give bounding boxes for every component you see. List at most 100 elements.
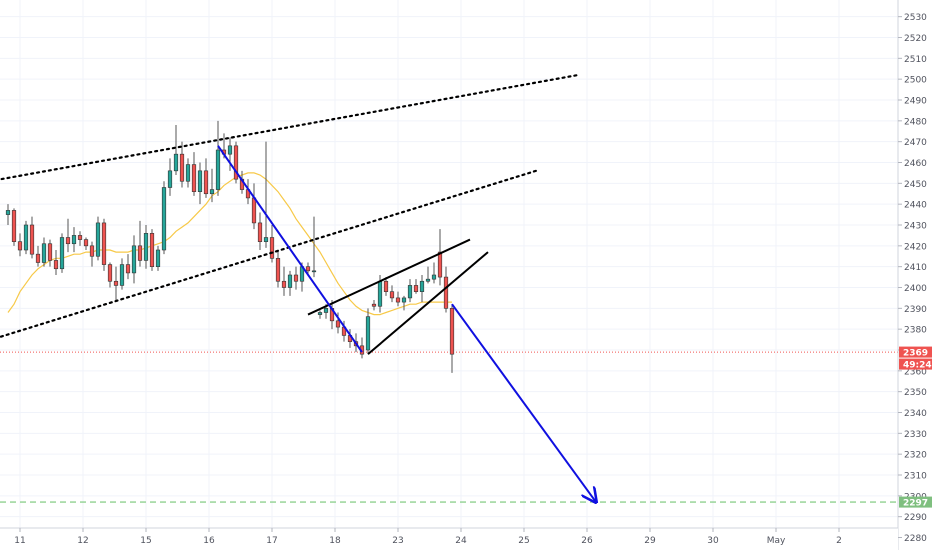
candle[interactable] — [251, 183, 257, 230]
candle[interactable] — [395, 291, 401, 307]
candle[interactable] — [371, 300, 377, 311]
projection-arrow[interactable] — [451, 303, 596, 502]
candle[interactable] — [227, 137, 233, 171]
price-tick-label: 2390 — [904, 305, 927, 315]
candle-body — [59, 237, 65, 270]
candle[interactable] — [125, 254, 131, 280]
candle[interactable] — [437, 229, 443, 286]
candle[interactable] — [29, 216, 35, 259]
candle[interactable] — [173, 125, 179, 175]
price-tick-label: 2460 — [904, 159, 927, 169]
candle[interactable] — [71, 227, 77, 253]
candle[interactable] — [17, 233, 23, 257]
candle[interactable] — [35, 245, 41, 267]
candle[interactable] — [359, 337, 365, 359]
price-tick-label: 2530 — [904, 13, 927, 23]
wedge-line[interactable] — [367, 251, 489, 355]
candle[interactable] — [131, 235, 137, 284]
candle[interactable] — [281, 266, 287, 296]
candle-body — [335, 320, 341, 328]
candle[interactable] — [293, 266, 299, 290]
candle-body — [269, 237, 275, 259]
candle[interactable] — [149, 229, 155, 271]
channel-dotted-line[interactable] — [0, 73, 580, 183]
candle-body — [131, 245, 137, 274]
candle[interactable] — [191, 152, 197, 196]
price-axis[interactable] — [898, 0, 932, 550]
time-tick-label: May — [767, 536, 786, 546]
candle-body — [203, 170, 209, 195]
candle-body — [185, 164, 191, 182]
candle[interactable] — [143, 225, 149, 269]
candle[interactable] — [23, 220, 29, 255]
candle[interactable] — [89, 241, 95, 267]
candle[interactable] — [65, 218, 71, 253]
candle[interactable] — [95, 216, 101, 261]
candle[interactable] — [137, 220, 143, 267]
channel-dotted-line[interactable] — [0, 169, 538, 344]
candle-body — [389, 291, 395, 299]
candle[interactable] — [119, 258, 125, 290]
candle[interactable] — [233, 141, 239, 184]
candle[interactable] — [311, 216, 317, 278]
candle[interactable] — [383, 277, 389, 296]
candle[interactable] — [101, 218, 107, 271]
candle[interactable] — [215, 120, 221, 196]
candle[interactable] — [107, 262, 113, 288]
candle[interactable] — [167, 158, 173, 196]
downtrend-line[interactable] — [217, 145, 363, 353]
candle[interactable] — [317, 310, 323, 319]
candle[interactable] — [287, 270, 293, 296]
candle[interactable] — [197, 162, 203, 205]
candle[interactable] — [431, 262, 437, 284]
candle[interactable] — [209, 168, 215, 203]
candle[interactable] — [425, 266, 431, 284]
candle[interactable] — [113, 266, 119, 303]
candle[interactable] — [41, 237, 47, 267]
candle[interactable] — [53, 250, 59, 275]
candle-body — [71, 235, 77, 245]
countdown-label-bg — [899, 358, 932, 370]
candle[interactable] — [161, 181, 167, 255]
wedge-line[interactable] — [307, 238, 471, 316]
candle[interactable] — [401, 295, 407, 311]
candle-body — [407, 285, 413, 299]
time-tick-label: 11 — [14, 536, 25, 546]
candle[interactable] — [449, 304, 455, 373]
candle-body — [179, 153, 185, 182]
price-tick-label: 2410 — [904, 263, 927, 273]
candle[interactable] — [419, 275, 425, 303]
candle[interactable] — [389, 285, 395, 303]
price-tick-label: 2400 — [904, 284, 927, 294]
candle-body — [53, 260, 59, 270]
time-tick-label: 29 — [644, 536, 656, 546]
candle[interactable] — [263, 141, 269, 248]
candle[interactable] — [47, 239, 53, 267]
candle[interactable] — [203, 158, 209, 198]
candle[interactable] — [83, 237, 89, 251]
candle[interactable] — [443, 266, 449, 313]
candle-body — [95, 222, 101, 257]
time-axis[interactable] — [0, 528, 898, 550]
candle-body — [83, 239, 89, 247]
candle[interactable] — [185, 158, 191, 188]
candle[interactable] — [257, 212, 263, 251]
time-tick-label: 23 — [392, 536, 403, 546]
candle[interactable] — [365, 308, 371, 355]
candle[interactable] — [407, 279, 413, 303]
candle[interactable] — [179, 141, 185, 188]
candle[interactable] — [275, 250, 281, 288]
candle[interactable] — [11, 208, 17, 246]
candle[interactable] — [155, 245, 161, 271]
candle[interactable] — [269, 225, 275, 263]
candle[interactable] — [77, 231, 83, 246]
price-tick-label: 2310 — [904, 472, 927, 482]
candle-body — [47, 243, 53, 261]
candle[interactable] — [59, 233, 65, 273]
candle[interactable] — [413, 279, 419, 294]
candle[interactable] — [305, 262, 311, 276]
candle-body — [119, 264, 125, 286]
candle[interactable] — [5, 204, 11, 225]
